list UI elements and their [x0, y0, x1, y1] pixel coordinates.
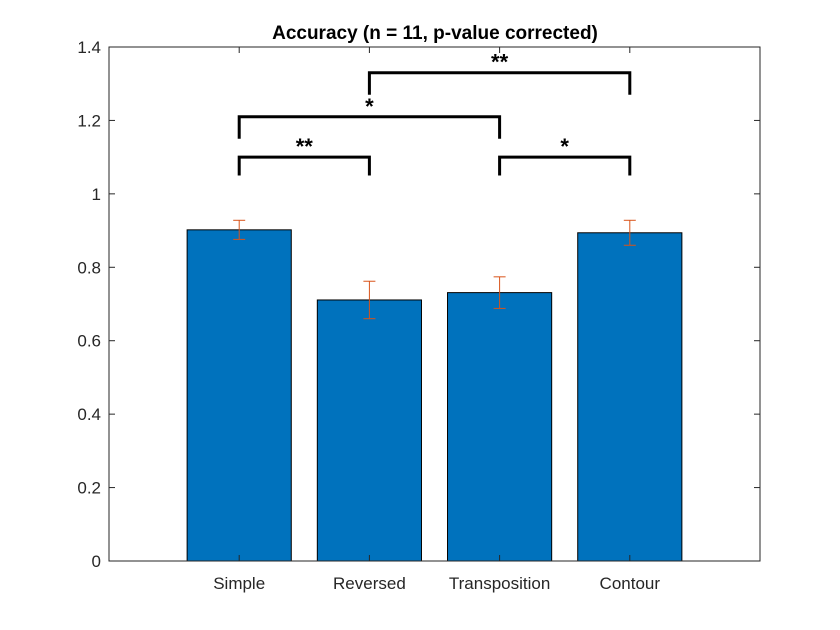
x-tick-label: Reversed: [333, 574, 406, 593]
chart-title: Accuracy (n = 11, p-value corrected): [272, 23, 598, 44]
x-tick-label: Simple: [213, 574, 265, 593]
y-tick-label: 0.8: [77, 258, 101, 277]
bars-layer: [186, 229, 683, 562]
significance-label: *: [365, 94, 374, 119]
error-bars-layer: [233, 219, 636, 320]
significance-bracket: [237, 155, 371, 176]
significance-bracket: [367, 71, 632, 95]
bar-contour: [577, 232, 683, 562]
x-tick-label: Contour: [600, 574, 661, 593]
y-tick-label: 0.2: [77, 479, 101, 498]
significance-bracket: [498, 155, 632, 176]
y-tick-label: 1.4: [77, 38, 101, 57]
y-tick-label: 0: [92, 552, 101, 571]
x-axis: Simple Reversed Transposition Contour: [213, 47, 660, 593]
bar-simple: [186, 229, 292, 562]
y-tick-label: 0.4: [77, 405, 101, 424]
bar-transposition: [447, 292, 553, 562]
significance-label: **: [491, 50, 509, 75]
significance-layer: ** ****: [237, 50, 632, 176]
y-tick-label: 1.2: [77, 111, 101, 130]
significance-label: **: [296, 134, 314, 159]
y-axis: 0 0.2 0.4 0.6 0.8 1 1.2 1.4: [77, 38, 760, 571]
bar-reversed: [316, 299, 422, 562]
y-tick-label: 1: [92, 185, 101, 204]
significance-label: *: [560, 134, 569, 159]
y-tick-label: 0.6: [77, 332, 101, 351]
significance-bracket: [237, 115, 502, 139]
x-tick-label: Transposition: [449, 574, 550, 593]
axes-box: [108, 46, 761, 562]
